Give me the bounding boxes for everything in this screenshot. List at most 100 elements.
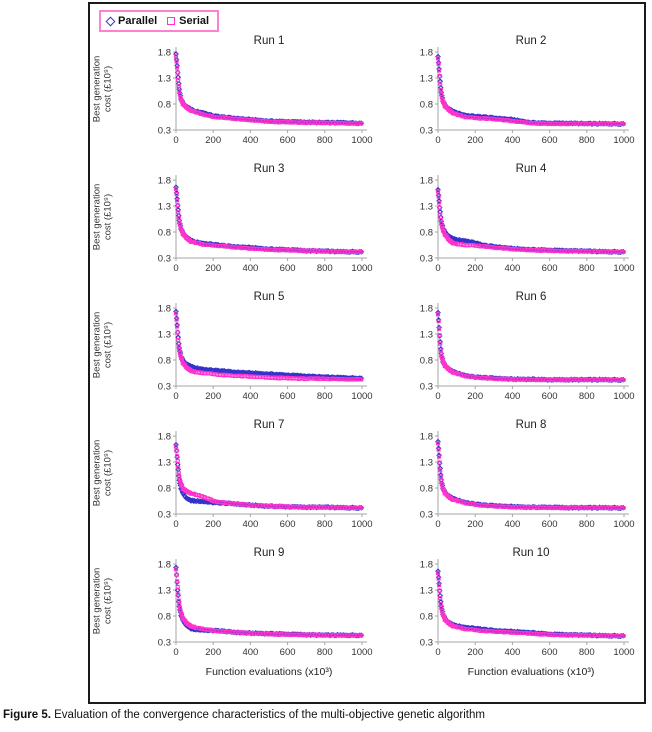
parallel-series xyxy=(435,309,627,384)
run-title: Run 4 xyxy=(516,163,547,175)
svg-text:600: 600 xyxy=(280,647,296,658)
svg-text:200: 200 xyxy=(205,391,221,402)
run-chart-5: 0.3 0.8 1.3 1.8 0 200 400 600 800 1000 Run 5 xyxy=(158,291,373,402)
svg-text:1.8: 1.8 xyxy=(420,560,433,571)
svg-text:800: 800 xyxy=(317,135,333,146)
run-title: Run 3 xyxy=(254,163,285,175)
serial-series xyxy=(173,567,364,638)
svg-text:1.8: 1.8 xyxy=(158,176,171,187)
serial-series xyxy=(173,54,364,126)
serial-series xyxy=(435,441,626,511)
run-title: Run 2 xyxy=(516,35,547,47)
subplot-run-3: Best generation cost (£10⁹) 0.3 0.8 1.3 1.8 0 2… xyxy=(90,160,376,288)
svg-text:0.8: 0.8 xyxy=(420,100,433,111)
run-chart-2: 0.3 0.8 1.3 1.8 0 200 400 600 800 1000 Run 2 xyxy=(420,35,635,146)
svg-text:1000: 1000 xyxy=(613,135,634,146)
subplot-grid: Best generation cost (£10⁹) 0.3 0.8 1.3 1.8 0 2… xyxy=(90,32,644,700)
run-title: Run 10 xyxy=(512,547,549,559)
serial-series xyxy=(173,186,364,255)
svg-text:1.3: 1.3 xyxy=(420,330,433,341)
svg-text:0.3: 0.3 xyxy=(158,254,171,265)
svg-text:0: 0 xyxy=(173,519,178,530)
svg-text:200: 200 xyxy=(467,391,483,402)
svg-text:1000: 1000 xyxy=(613,519,634,530)
svg-text:0.3: 0.3 xyxy=(158,510,171,521)
svg-text:0.3: 0.3 xyxy=(158,126,171,137)
svg-text:1.8: 1.8 xyxy=(420,48,433,59)
parallel-diamond-marker-icon xyxy=(105,16,116,26)
svg-text:0.8: 0.8 xyxy=(158,356,171,367)
subplot-run-4: 0.3 0.8 1.3 1.8 0 200 400 600 800 1000 Run 4 xyxy=(376,160,644,288)
subplot-run-2: 0.3 0.8 1.3 1.8 0 200 400 600 800 1000 Run 2 xyxy=(376,32,644,160)
svg-text:800: 800 xyxy=(579,519,595,530)
y-axis-label: Best generation cost (£10⁹) xyxy=(91,567,114,634)
svg-text:200: 200 xyxy=(467,263,483,274)
svg-text:200: 200 xyxy=(205,135,221,146)
y-axis-label: Best generation cost (£10⁹) xyxy=(91,439,114,506)
svg-text:0: 0 xyxy=(173,647,178,658)
svg-text:1000: 1000 xyxy=(351,391,372,402)
run-chart-8: 0.3 0.8 1.3 1.8 0 200 400 600 800 1000 Run 8 xyxy=(420,419,635,530)
svg-text:0.8: 0.8 xyxy=(158,484,171,495)
svg-text:600: 600 xyxy=(542,263,558,274)
legend: Parallel Serial xyxy=(99,10,220,32)
subplot-run-6: 0.3 0.8 1.3 1.8 0 200 400 600 800 1000 Run 6 xyxy=(376,288,644,416)
svg-text:1000: 1000 xyxy=(351,519,372,530)
svg-text:0: 0 xyxy=(435,647,440,658)
legend-parallel-label: Parallel xyxy=(118,15,158,27)
run-title: Run 9 xyxy=(254,547,285,559)
svg-text:800: 800 xyxy=(317,647,333,658)
serial-square-marker-icon xyxy=(167,17,176,25)
subplot-run-1: Best generation cost (£10⁹) 0.3 0.8 1.3 1.8 0 2… xyxy=(90,32,376,160)
run-chart-1: 0.3 0.8 1.3 1.8 0 200 400 600 800 1000 Run 1 xyxy=(158,35,373,146)
svg-text:1000: 1000 xyxy=(351,647,372,658)
subplot-run-9: Best generation cost (£10⁹) 0.3 0.8 1.3 1.8 0 2… xyxy=(90,544,376,700)
svg-text:1.3: 1.3 xyxy=(158,202,171,213)
svg-text:0: 0 xyxy=(173,263,178,274)
svg-text:800: 800 xyxy=(579,647,595,658)
svg-text:0: 0 xyxy=(173,135,178,146)
svg-text:400: 400 xyxy=(242,263,258,274)
svg-text:1000: 1000 xyxy=(351,135,372,146)
serial-series xyxy=(435,189,626,255)
run-chart-10: 0.3 0.8 1.3 1.8 0 200 400 600 800 1000 Run 10 Funct… xyxy=(420,547,635,678)
svg-text:400: 400 xyxy=(504,647,520,658)
svg-text:0: 0 xyxy=(435,391,440,402)
svg-text:0.8: 0.8 xyxy=(420,228,433,239)
svg-text:1.3: 1.3 xyxy=(420,458,433,469)
svg-text:400: 400 xyxy=(242,391,258,402)
svg-text:400: 400 xyxy=(242,647,258,658)
svg-text:200: 200 xyxy=(467,135,483,146)
figure-frame: Parallel Serial Best generation cost (£10… xyxy=(88,2,646,704)
run-title: Run 5 xyxy=(254,291,285,303)
figure-caption: Figure 5. Evaluation of the convergence … xyxy=(3,709,651,721)
svg-text:200: 200 xyxy=(467,647,483,658)
svg-text:0.8: 0.8 xyxy=(420,356,433,367)
serial-series xyxy=(173,444,364,511)
svg-text:800: 800 xyxy=(317,519,333,530)
svg-text:1.3: 1.3 xyxy=(420,74,433,85)
serial-series xyxy=(435,56,626,127)
svg-text:1.3: 1.3 xyxy=(158,74,171,85)
parallel-series xyxy=(173,308,365,382)
y-axis-label: Best generation cost (£10⁹) xyxy=(91,311,114,378)
svg-text:1.8: 1.8 xyxy=(158,560,171,571)
svg-text:0.3: 0.3 xyxy=(420,382,433,393)
svg-text:200: 200 xyxy=(205,647,221,658)
svg-text:0.3: 0.3 xyxy=(158,382,171,393)
parallel-series xyxy=(435,438,627,512)
svg-text:1000: 1000 xyxy=(351,263,372,274)
subplot-run-8: 0.3 0.8 1.3 1.8 0 200 400 600 800 1000 Run 8 xyxy=(376,416,644,544)
svg-text:600: 600 xyxy=(280,263,296,274)
svg-text:0: 0 xyxy=(435,519,440,530)
svg-text:1.8: 1.8 xyxy=(158,304,171,315)
svg-text:1.3: 1.3 xyxy=(158,586,171,597)
run-title: Run 7 xyxy=(254,419,285,431)
svg-text:400: 400 xyxy=(504,519,520,530)
legend-serial-label: Serial xyxy=(179,15,210,27)
svg-text:600: 600 xyxy=(542,135,558,146)
serial-series xyxy=(435,312,626,383)
run-chart-9: 0.3 0.8 1.3 1.8 0 200 400 600 800 1000 Run 9 Functi… xyxy=(158,547,373,678)
svg-text:1.3: 1.3 xyxy=(420,586,433,597)
serial-series xyxy=(435,570,626,639)
